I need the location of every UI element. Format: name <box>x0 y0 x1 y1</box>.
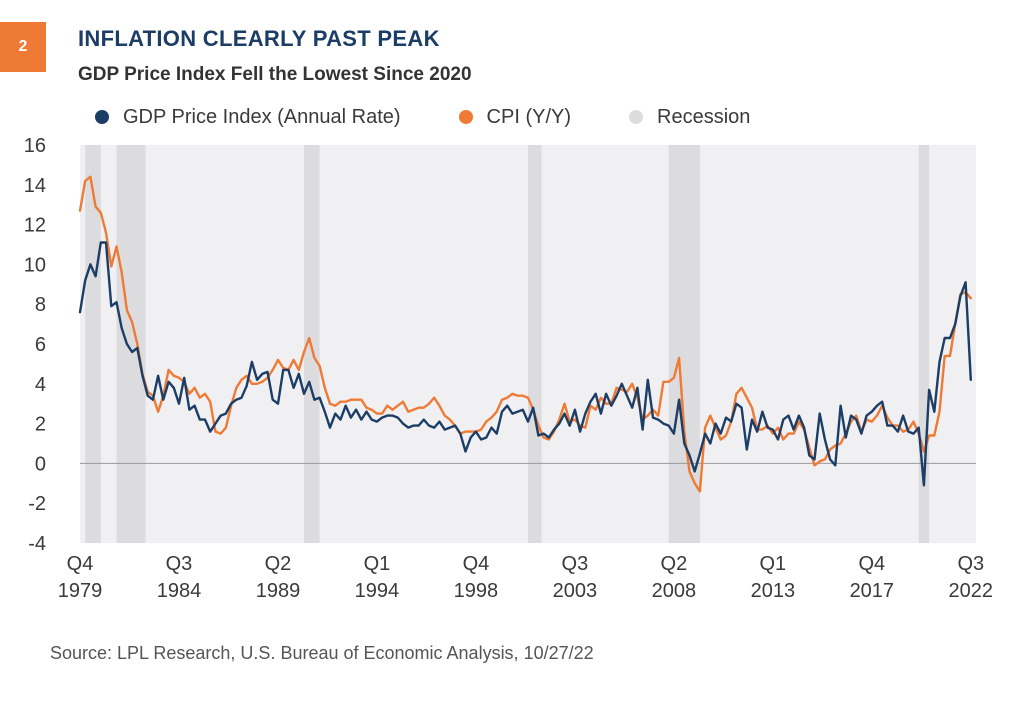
y-tick-label: 6 <box>35 334 46 356</box>
y-tick-label: -4 <box>28 533 46 555</box>
y-tick-label: 12 <box>24 215 46 237</box>
x-tick-label: Q3 <box>562 553 589 575</box>
x-tick-label: 1979 <box>58 580 103 602</box>
x-tick-label: Q2 <box>265 553 292 575</box>
recession-band <box>528 145 542 543</box>
x-tick-label: 1994 <box>355 580 400 602</box>
recession-band <box>668 145 700 543</box>
y-tick-label: 14 <box>24 175 46 197</box>
recession-band <box>116 145 146 543</box>
chart-legend: GDP Price Index (Annual Rate) CPI (Y/Y) … <box>95 104 808 130</box>
legend-swatch-cpi <box>458 110 473 124</box>
legend-label-recession: Recession <box>657 105 751 128</box>
y-tick-label: 4 <box>35 374 46 396</box>
legend-swatch-recession <box>629 110 643 124</box>
series-line-gdp-price-index <box>78 241 972 487</box>
chart-subtitle: GDP Price Index Fell the Lowest Since 20… <box>78 64 472 85</box>
legend-label-cpi: CPI (Y/Y) <box>486 105 571 128</box>
y-tick-label: 16 <box>24 135 46 157</box>
x-tick-label: Q3 <box>957 553 984 575</box>
y-tick-label: 10 <box>24 254 46 276</box>
x-tick-label: Q3 <box>166 553 193 575</box>
legend-item-gdp: GDP Price Index (Annual Rate) <box>95 106 401 129</box>
y-tick-label: 2 <box>35 414 46 436</box>
series-line-cpi <box>78 175 972 493</box>
y-tick-label: -2 <box>28 493 46 515</box>
legend-label-gdp: GDP Price Index (Annual Rate) <box>123 105 401 128</box>
x-tick-label: 2013 <box>751 580 796 602</box>
recession-band <box>918 145 930 543</box>
legend-item-cpi: CPI (Y/Y) <box>458 105 571 129</box>
x-tick-label: Q2 <box>661 553 688 575</box>
y-tick-label: 8 <box>35 294 46 316</box>
chart-number-badge: 2 <box>0 22 46 72</box>
x-tick-label: Q4 <box>858 553 885 575</box>
x-tick-label: Q4 <box>463 553 490 575</box>
source-note: Source: LPL Research, U.S. Bureau of Eco… <box>50 643 594 663</box>
x-tick-label: 2003 <box>553 580 598 602</box>
chart-title: INFLATION CLEARLY PAST PEAK <box>78 26 440 51</box>
x-tick-label: 1989 <box>256 580 301 602</box>
recession-band <box>85 145 101 543</box>
x-tick-label: 2017 <box>850 580 895 602</box>
x-tick-label: Q1 <box>759 553 786 575</box>
legend-swatch-gdp <box>95 110 109 124</box>
x-tick-label: Q4 <box>67 553 94 575</box>
x-tick-label: 1998 <box>454 580 499 602</box>
y-tick-label: 0 <box>35 453 46 475</box>
x-tick-label: Q1 <box>364 553 391 575</box>
x-tick-label: 1984 <box>157 580 202 602</box>
x-tick-label: 2008 <box>652 580 697 602</box>
legend-item-recession: Recession <box>629 106 750 129</box>
x-tick-label: 2022 <box>949 580 994 602</box>
